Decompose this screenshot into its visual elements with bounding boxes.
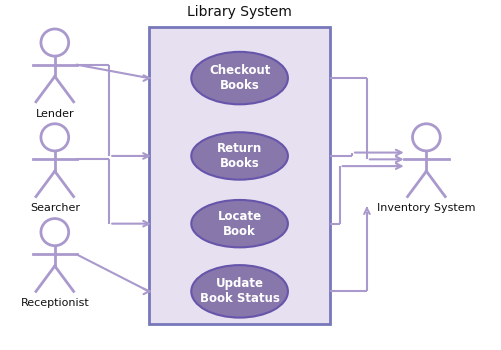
Text: Lender: Lender [36,108,74,119]
Text: Return
Books: Return Books [217,142,262,170]
FancyBboxPatch shape [149,27,330,323]
Ellipse shape [191,200,288,247]
Text: Library System: Library System [187,5,292,19]
Ellipse shape [191,132,288,180]
Text: Locate
Book: Locate Book [217,210,262,238]
Ellipse shape [191,265,288,317]
Ellipse shape [191,52,288,104]
Text: Receptionist: Receptionist [21,298,89,308]
Text: Update
Book Status: Update Book Status [200,277,280,305]
Text: Checkout
Books: Checkout Books [209,64,270,92]
Text: Inventory System: Inventory System [377,203,475,214]
Text: Searcher: Searcher [30,203,80,214]
